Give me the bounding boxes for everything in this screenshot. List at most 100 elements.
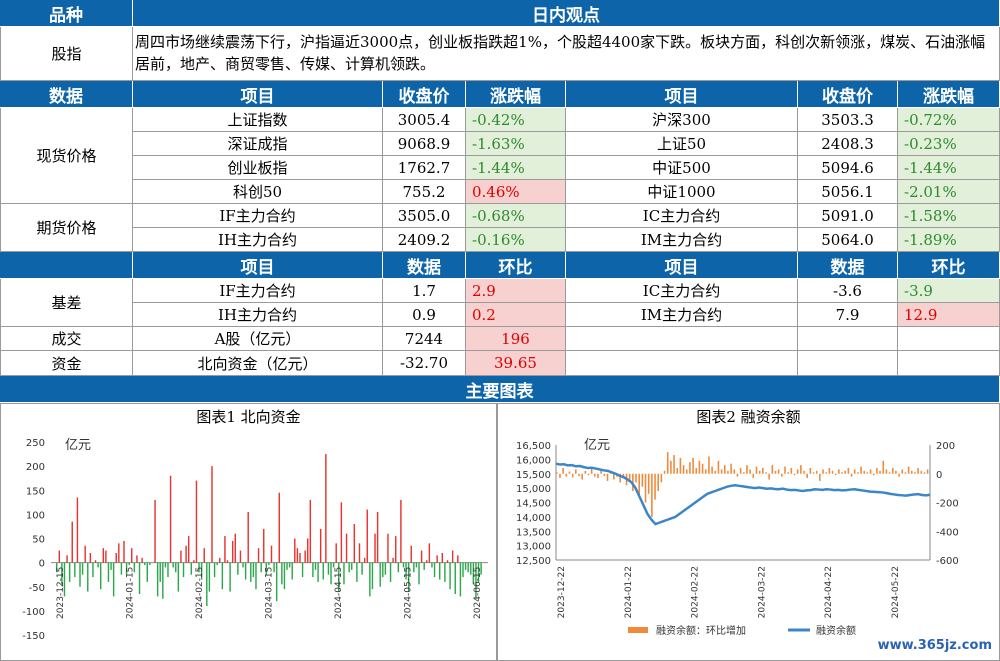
chart1-bar [182, 562, 185, 578]
chart1-bar [234, 533, 236, 563]
chart1-bar [213, 562, 216, 578]
chart1-bar [387, 533, 389, 563]
chart1-bar [68, 562, 71, 582]
chart2-bar [901, 469, 904, 474]
chart1-bar [405, 562, 407, 580]
chart2-bar [822, 469, 824, 474]
chart1-unit-label: 亿元 [65, 438, 91, 453]
futures-value-2: 5064.0 [798, 228, 898, 252]
chart2-bar [676, 468, 679, 474]
chart1-bar [299, 552, 301, 563]
chart2-bar [917, 468, 919, 474]
chart1-bar [198, 562, 200, 573]
chart1-bar [464, 562, 467, 570]
chart2-bar [872, 473, 875, 476]
basis-item: IF主力合约 [133, 279, 383, 303]
chart1-bar [312, 562, 314, 578]
chart2-yright-tick: -200 [936, 499, 959, 510]
chart1-bar [332, 562, 335, 568]
th2-mom: 环比 [466, 252, 566, 279]
chart1-bar [340, 502, 343, 563]
chart2-bar [876, 468, 878, 474]
chart1-bar [275, 562, 278, 602]
volume-label: 成交 [0, 327, 133, 351]
spot-value-2: 2408.3 [798, 132, 898, 156]
chart1-xtick-label: 2024-05-15 [404, 567, 414, 619]
chart2-bar [812, 472, 815, 474]
chart2-bar [850, 473, 853, 477]
futures-change: -0.16% [466, 228, 566, 252]
chart1-bar [76, 497, 79, 563]
chart1-bar [56, 562, 58, 573]
th-close: 收盘价 [383, 81, 466, 108]
chart2-bar [853, 469, 856, 474]
chart1-bar [356, 562, 358, 582]
chart2-bar [670, 460, 672, 474]
chart2-bar [673, 455, 675, 474]
chart1-bar [172, 562, 174, 568]
chart1-bar [397, 562, 400, 573]
chart2-legend-line-label: 融资余额 [816, 624, 856, 637]
basis-value-2: 7.9 [798, 303, 898, 327]
chart1-bar [154, 499, 156, 563]
funds-empty-2 [798, 351, 898, 376]
futures-change-2: -1.89% [898, 228, 1000, 252]
chart1-bar [206, 562, 208, 607]
spot-change-2: -2.01% [898, 180, 1000, 204]
chart1-bar [307, 538, 309, 563]
chart1-bar [156, 562, 159, 597]
chart1-bar [239, 550, 242, 563]
chart1-bar [219, 557, 221, 563]
chart1-bar [319, 528, 322, 563]
chart1-bar [125, 562, 128, 575]
chart1-bar [376, 511, 379, 563]
chart1-bar [107, 562, 110, 582]
chart1-bar [389, 562, 392, 582]
chart1-bar [288, 562, 291, 568]
volume-empty-3 [898, 327, 1000, 351]
chart2-bar [736, 473, 739, 477]
basis-value: 0.9 [383, 303, 466, 327]
chart1-bar [423, 562, 425, 570]
spot-change-2: -0.23% [898, 132, 1000, 156]
chart1-bar [379, 562, 381, 587]
chart1-bar [431, 562, 433, 568]
chart2-bar [628, 473, 631, 480]
chart1-bar [115, 552, 117, 563]
chart2-bar [758, 470, 761, 474]
chart2-bar [882, 460, 885, 474]
basis-item: IH主力合约 [133, 303, 383, 327]
chart1-bar [110, 562, 112, 570]
spot-change: 0.46% [466, 180, 566, 204]
chart1-bar [244, 562, 247, 580]
futures-label: 期货价格 [0, 204, 133, 252]
chart2-bar [834, 473, 837, 476]
chart1-bar [420, 550, 423, 563]
chart1-bar [374, 533, 376, 563]
futures-change-2: -1.58% [898, 204, 1000, 228]
chart1-bar [94, 560, 97, 563]
chart2-bar [866, 472, 869, 474]
volume-value: 7244 [383, 327, 466, 351]
chart2-bar [597, 473, 599, 479]
chart1-bar [66, 555, 68, 563]
spot-value-2: 3503.3 [798, 108, 898, 132]
chart1-bar [351, 562, 353, 570]
futures-item-2: IM主力合约 [566, 228, 798, 252]
chart2-bar [914, 472, 916, 474]
chart2-bar [559, 473, 561, 479]
chart1-bar [358, 543, 361, 563]
chart2-bar [619, 473, 621, 483]
chart2-bar [891, 468, 894, 474]
chart1-xtick-label: 2023-12-15 [56, 567, 66, 619]
chart1-bar [451, 550, 454, 563]
chart2-bar [806, 473, 808, 479]
chart1-bar [459, 562, 462, 597]
chart1-bar [105, 550, 107, 563]
funds-empty-3 [898, 351, 1000, 376]
chart1-bar [252, 562, 255, 578]
chart2-bar [651, 473, 653, 517]
chart1-bar [242, 562, 244, 568]
chart2-bar [844, 470, 847, 474]
chart2-yleft-tick: 13,000 [516, 542, 551, 553]
